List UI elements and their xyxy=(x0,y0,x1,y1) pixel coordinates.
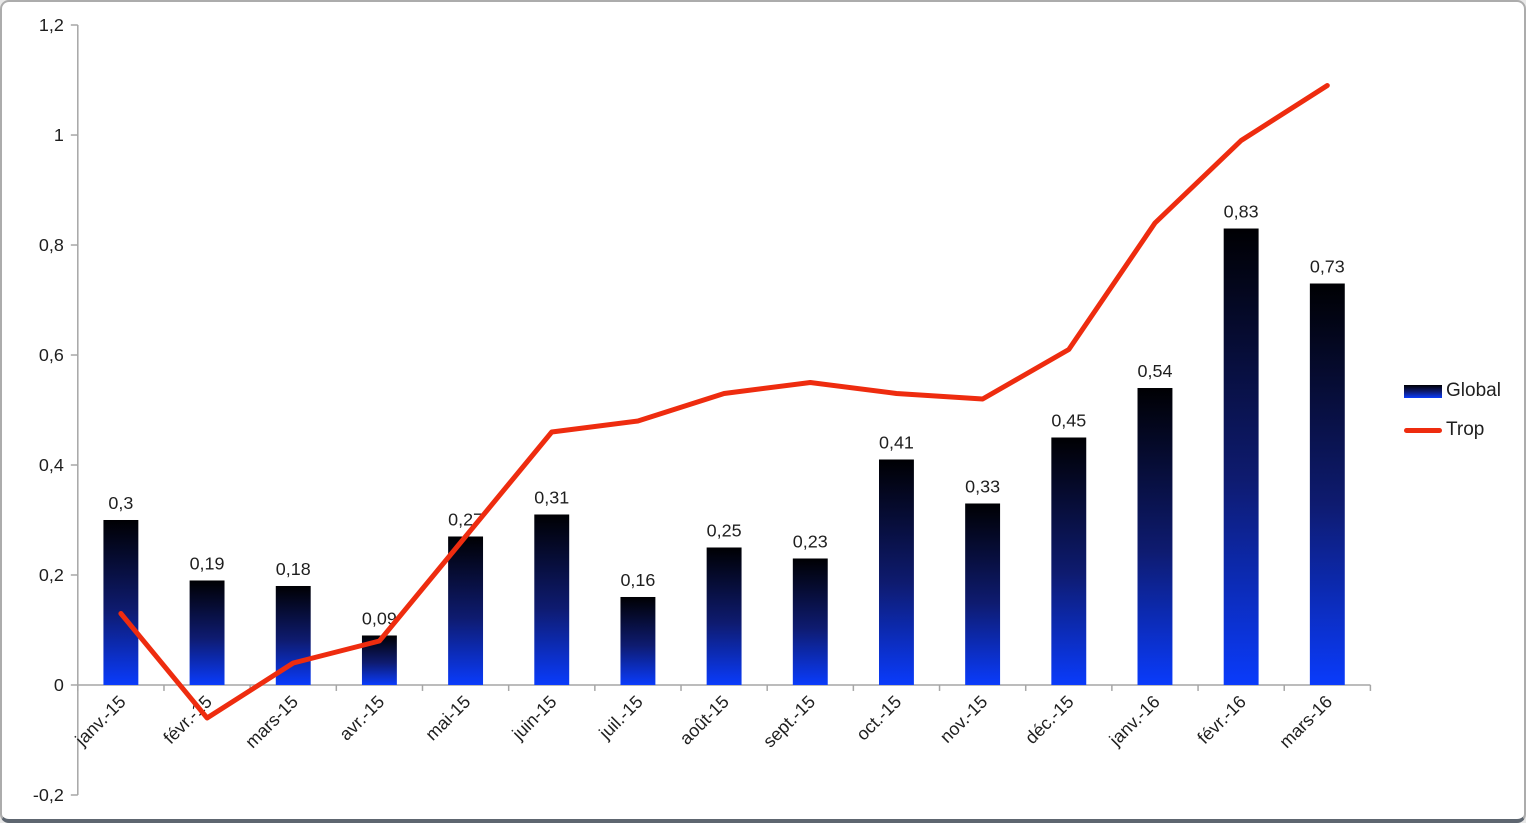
bar-value-label: 0,25 xyxy=(707,521,742,541)
y-axis-tick-label: 0,8 xyxy=(39,235,64,255)
chart-legend: Global Trop xyxy=(1404,380,1501,441)
bar-value-label: 0,3 xyxy=(108,493,133,513)
x-axis-label: mai-15 xyxy=(421,692,474,745)
legend-item-trop: Trop xyxy=(1404,419,1501,441)
bar-value-label: 0,33 xyxy=(965,477,1000,497)
y-axis: -0,2 0 0,2 0,4 0,6 0,8 1 1,2 xyxy=(33,15,79,805)
bar-value-label: 0,83 xyxy=(1224,202,1259,222)
x-axis-label: déc.-15 xyxy=(1021,692,1078,748)
bar xyxy=(1309,283,1345,685)
x-axis-label: juin-15 xyxy=(508,692,561,745)
x-axis-label: avr.-15 xyxy=(335,692,388,745)
y-axis-tick-label: 1 xyxy=(54,125,64,145)
trop-line xyxy=(118,83,1330,721)
bar xyxy=(103,519,139,685)
bar xyxy=(965,503,1001,685)
bar-value-label: 0,16 xyxy=(620,570,655,590)
y-axis-tick-label: 0,2 xyxy=(39,565,64,585)
bar xyxy=(792,558,828,685)
bar-value-label: 0,18 xyxy=(276,559,311,579)
x-axis-label: oct.-15 xyxy=(852,692,905,745)
bar xyxy=(189,580,225,685)
bar-value-label: 0,31 xyxy=(534,488,569,508)
y-axis-tick-label: 1,2 xyxy=(39,15,64,35)
x-axis-label: mars-15 xyxy=(241,692,302,752)
x-axis-label: mars-16 xyxy=(1275,692,1336,752)
legend-label-trop: Trop xyxy=(1446,419,1485,440)
x-axis-label: août-15 xyxy=(676,692,733,749)
x-axis-label: juil.-15 xyxy=(594,692,646,744)
x-axis-label: févr.-16 xyxy=(1193,692,1250,748)
bar xyxy=(1223,228,1259,685)
bar-value-label: 0,45 xyxy=(1051,411,1086,431)
bar xyxy=(878,459,914,685)
y-axis-tick-label: -0,2 xyxy=(33,785,64,805)
bar-value-label: 0,23 xyxy=(793,532,828,552)
legend-label-global: Global xyxy=(1446,380,1501,401)
global-bar-series: 0,30,19 0,180,090,270,310,160,250,230,410… xyxy=(103,202,1345,685)
bar-value-label: 0,41 xyxy=(879,433,914,453)
trop-series-swatch xyxy=(1404,427,1442,433)
x-axis-label: janv.-15 xyxy=(71,692,130,751)
global-series-swatch xyxy=(1404,384,1442,398)
bar xyxy=(1051,437,1087,685)
bar-value-label: 0,19 xyxy=(190,554,225,574)
x-axis-label: nov.-15 xyxy=(936,692,992,747)
legend-item-global: Global xyxy=(1404,380,1501,402)
bar xyxy=(534,514,570,685)
bar xyxy=(706,547,742,685)
bar xyxy=(620,596,656,685)
bar-value-label: 0,54 xyxy=(1137,361,1172,381)
x-axis-label: sept.-15 xyxy=(759,692,819,752)
bar xyxy=(1137,388,1173,685)
y-axis-tick-label: 0,6 xyxy=(39,345,64,365)
bar-value-label: 0,73 xyxy=(1310,257,1345,277)
y-axis-tick-label: 0 xyxy=(54,675,64,695)
x-axis: janv.-15 févr.-15 mars-15 avr.-15 mai-15 juin… xyxy=(71,684,1372,752)
y-axis-tick-label: 0,4 xyxy=(39,455,64,475)
bar xyxy=(448,536,484,685)
bar-value-label: 0,09 xyxy=(362,609,397,629)
x-axis-label: janv.-16 xyxy=(1105,692,1164,751)
